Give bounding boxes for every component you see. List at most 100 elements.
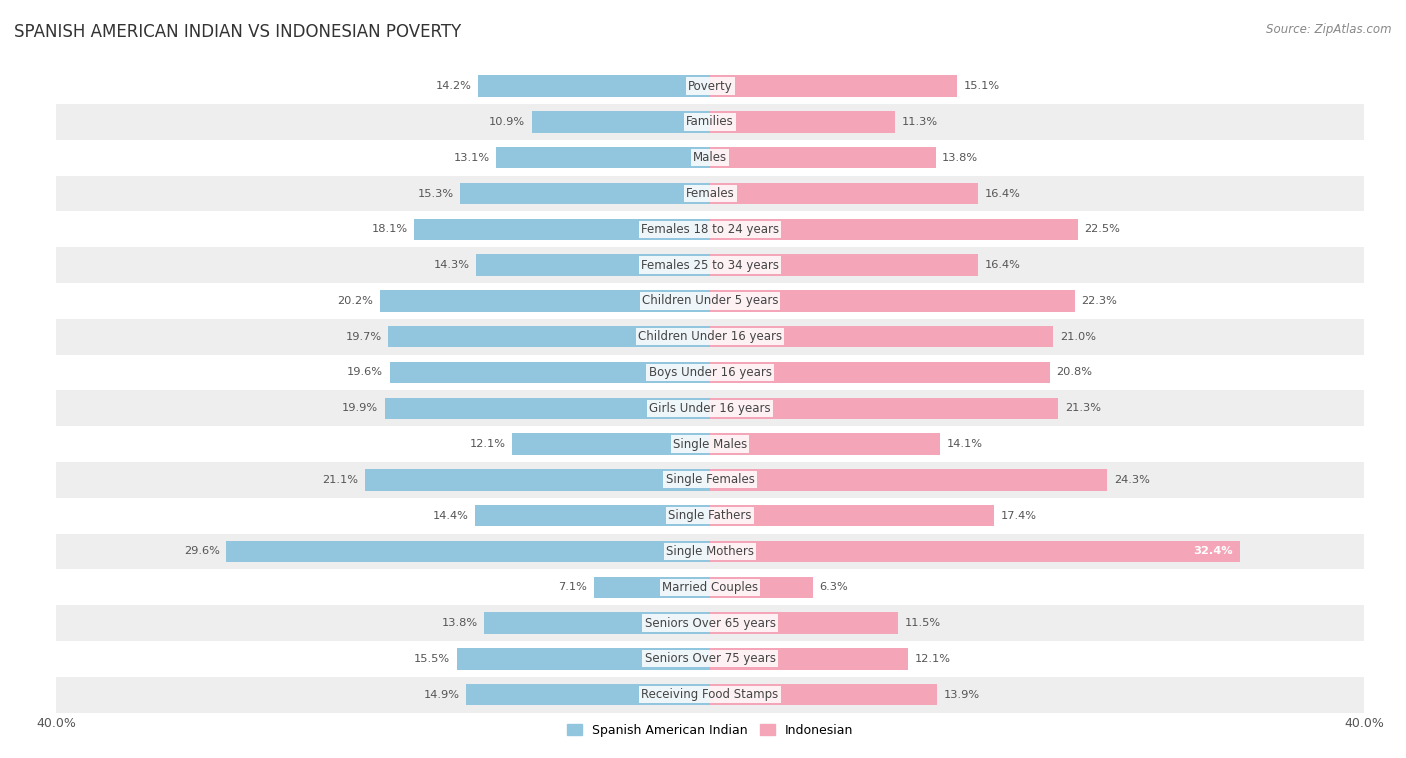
Text: 14.4%: 14.4% xyxy=(432,511,468,521)
Text: 21.1%: 21.1% xyxy=(322,475,359,485)
Text: 16.4%: 16.4% xyxy=(984,189,1021,199)
Bar xyxy=(366,469,710,490)
Bar xyxy=(56,677,1364,713)
Text: Boys Under 16 years: Boys Under 16 years xyxy=(648,366,772,379)
Text: 32.4%: 32.4% xyxy=(1194,547,1233,556)
Text: 18.1%: 18.1% xyxy=(371,224,408,234)
Bar xyxy=(710,111,894,133)
Text: Source: ZipAtlas.com: Source: ZipAtlas.com xyxy=(1267,23,1392,36)
Bar xyxy=(56,605,1364,641)
Bar xyxy=(710,218,1078,240)
Text: Families: Families xyxy=(686,115,734,128)
Bar xyxy=(56,641,1364,677)
Text: 14.1%: 14.1% xyxy=(948,439,983,449)
Bar xyxy=(710,362,1050,384)
Text: 20.8%: 20.8% xyxy=(1056,368,1092,377)
Text: Single Males: Single Males xyxy=(673,437,747,450)
Bar xyxy=(531,111,710,133)
Text: 14.2%: 14.2% xyxy=(436,81,471,91)
Text: 21.0%: 21.0% xyxy=(1060,332,1095,342)
Bar xyxy=(478,75,710,97)
Bar xyxy=(710,540,1240,562)
Text: Males: Males xyxy=(693,151,727,164)
Text: 29.6%: 29.6% xyxy=(184,547,219,556)
Text: Seniors Over 65 years: Seniors Over 65 years xyxy=(644,616,776,630)
Bar xyxy=(710,255,979,276)
Bar xyxy=(56,426,1364,462)
Bar xyxy=(710,577,813,598)
Text: 16.4%: 16.4% xyxy=(984,260,1021,270)
Bar xyxy=(460,183,710,204)
Bar xyxy=(56,139,1364,176)
Bar xyxy=(56,498,1364,534)
Text: Seniors Over 75 years: Seniors Over 75 years xyxy=(644,653,776,666)
Bar xyxy=(512,434,710,455)
Text: 12.1%: 12.1% xyxy=(470,439,506,449)
Text: SPANISH AMERICAN INDIAN VS INDONESIAN POVERTY: SPANISH AMERICAN INDIAN VS INDONESIAN PO… xyxy=(14,23,461,41)
Bar xyxy=(710,648,908,669)
Text: 20.2%: 20.2% xyxy=(337,296,374,306)
Text: Poverty: Poverty xyxy=(688,80,733,92)
Text: 15.5%: 15.5% xyxy=(413,654,450,664)
Text: Females 25 to 34 years: Females 25 to 34 years xyxy=(641,258,779,271)
Bar xyxy=(56,247,1364,283)
Text: 19.7%: 19.7% xyxy=(346,332,381,342)
Text: Receiving Food Stamps: Receiving Food Stamps xyxy=(641,688,779,701)
Bar xyxy=(385,397,710,419)
Bar xyxy=(380,290,710,312)
Text: Single Mothers: Single Mothers xyxy=(666,545,754,558)
Text: 13.8%: 13.8% xyxy=(942,152,979,163)
Bar xyxy=(56,211,1364,247)
Bar xyxy=(710,434,941,455)
Text: 15.1%: 15.1% xyxy=(963,81,1000,91)
Bar xyxy=(415,218,710,240)
Bar xyxy=(56,319,1364,355)
Bar xyxy=(477,255,710,276)
Text: 11.3%: 11.3% xyxy=(901,117,938,127)
Bar xyxy=(56,176,1364,211)
Bar xyxy=(56,390,1364,426)
Text: Children Under 5 years: Children Under 5 years xyxy=(641,294,779,308)
Legend: Spanish American Indian, Indonesian: Spanish American Indian, Indonesian xyxy=(562,719,858,742)
Bar xyxy=(710,147,935,168)
Bar xyxy=(467,684,710,706)
Bar xyxy=(475,505,710,526)
Text: 13.9%: 13.9% xyxy=(943,690,980,700)
Text: 22.3%: 22.3% xyxy=(1081,296,1116,306)
Text: Single Females: Single Females xyxy=(665,473,755,487)
Text: Girls Under 16 years: Girls Under 16 years xyxy=(650,402,770,415)
Bar xyxy=(710,290,1074,312)
Text: 12.1%: 12.1% xyxy=(914,654,950,664)
Bar xyxy=(56,68,1364,104)
Text: Children Under 16 years: Children Under 16 years xyxy=(638,330,782,343)
Text: 17.4%: 17.4% xyxy=(1001,511,1038,521)
Bar xyxy=(56,355,1364,390)
Bar xyxy=(710,612,898,634)
Text: 14.9%: 14.9% xyxy=(425,690,460,700)
Text: 14.3%: 14.3% xyxy=(434,260,470,270)
Bar xyxy=(710,397,1059,419)
Text: Married Couples: Married Couples xyxy=(662,581,758,594)
Bar xyxy=(710,75,957,97)
Bar xyxy=(388,326,710,347)
Bar xyxy=(485,612,710,634)
Text: 21.3%: 21.3% xyxy=(1064,403,1101,413)
Text: 11.5%: 11.5% xyxy=(904,618,941,628)
Bar xyxy=(56,104,1364,139)
Text: 24.3%: 24.3% xyxy=(1114,475,1150,485)
Text: 6.3%: 6.3% xyxy=(820,582,848,592)
Text: 15.3%: 15.3% xyxy=(418,189,453,199)
Text: Single Fathers: Single Fathers xyxy=(668,509,752,522)
Bar xyxy=(593,577,710,598)
Text: Females 18 to 24 years: Females 18 to 24 years xyxy=(641,223,779,236)
Bar xyxy=(56,462,1364,498)
Bar xyxy=(710,326,1053,347)
Bar xyxy=(710,469,1107,490)
Bar xyxy=(389,362,710,384)
Text: Females: Females xyxy=(686,187,734,200)
Text: 7.1%: 7.1% xyxy=(558,582,588,592)
Bar xyxy=(56,534,1364,569)
Bar xyxy=(226,540,710,562)
Text: 10.9%: 10.9% xyxy=(489,117,526,127)
Bar xyxy=(710,183,979,204)
